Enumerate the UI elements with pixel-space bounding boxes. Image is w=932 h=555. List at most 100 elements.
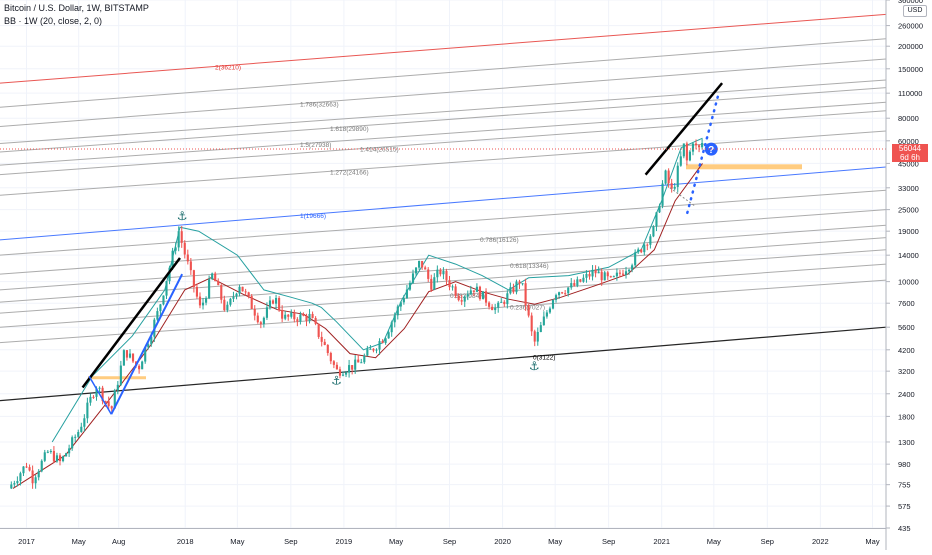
y-tick-label: 980: [898, 460, 911, 469]
candle-body: [594, 269, 597, 274]
fib-level-line: [0, 87, 887, 153]
candle-body: [201, 302, 205, 306]
candle-body: [497, 302, 500, 308]
candle-body: [296, 319, 299, 322]
candle-body: [86, 402, 89, 419]
candle-body: [445, 270, 448, 281]
candle-body: [351, 365, 354, 370]
y-tick-label: 3200: [898, 367, 915, 376]
candle-body: [676, 165, 679, 187]
x-tick-label: May: [72, 537, 86, 546]
candle-body: [49, 451, 52, 453]
candle-body: [348, 365, 351, 373]
candle-body: [612, 276, 615, 278]
fib-level-line: [0, 326, 887, 402]
trend-annotations: [88, 164, 802, 380]
candle-body: [618, 272, 622, 274]
candle-body: [484, 291, 488, 303]
candle-body: [488, 302, 491, 307]
candle-body: [338, 369, 342, 376]
x-tick-label: Sep: [443, 537, 456, 546]
y-tick-label: 150000: [898, 65, 923, 74]
candle-body: [281, 310, 284, 319]
x-tick-label: May: [865, 537, 879, 546]
dashed-guide: [669, 187, 696, 207]
candle-body: [530, 315, 533, 332]
y-tick-label: 7600: [898, 299, 915, 308]
candle-body: [162, 295, 165, 305]
candle-body: [74, 436, 77, 438]
candle-body: [518, 281, 521, 284]
candle-body: [131, 353, 135, 362]
y-tick-label: 575: [898, 502, 911, 511]
candle-body: [265, 307, 268, 318]
candle-body: [634, 252, 637, 266]
uptrend-line: [81, 257, 181, 389]
x-tick-label: May: [230, 537, 244, 546]
candle-body: [679, 156, 682, 166]
fib-level-line: [0, 166, 887, 241]
candle-body: [10, 484, 13, 489]
question-mark-label: ?: [708, 145, 714, 156]
candle-body: [43, 452, 46, 461]
fib-level-line: [0, 101, 887, 166]
y-tick-label: 25000: [898, 206, 919, 215]
bar-countdown-tag: 6d 6h: [892, 153, 928, 162]
candle-body: [524, 283, 527, 306]
x-tick-label: 2022: [812, 537, 829, 546]
y-tick-label: 435: [898, 524, 911, 533]
candle-body: [208, 279, 211, 299]
candle-body: [460, 300, 463, 302]
candle-body: [451, 286, 454, 288]
candle-body: [442, 270, 445, 275]
fib-level-line: [0, 263, 887, 328]
y-tick-label: 45000: [898, 159, 919, 168]
current-price-tag: 56044: [892, 144, 928, 153]
candle-body: [192, 270, 195, 287]
candle-body: [430, 278, 433, 290]
candle-body: [238, 286, 241, 294]
candle-body: [439, 269, 442, 275]
candle-body: [171, 250, 174, 268]
fib-level-label: 2(36210): [215, 64, 241, 71]
candle-body: [314, 318, 317, 324]
candle-body: [454, 286, 457, 297]
candle-body: [205, 298, 208, 303]
y-tick-label: 360000: [898, 0, 923, 5]
y-tick-label: 260000: [898, 22, 923, 31]
candle-body: [539, 325, 542, 332]
fib-level-label: 1.786(32663): [300, 102, 339, 109]
candle-body: [506, 293, 509, 305]
candle-body: [198, 296, 202, 306]
candle-body: [302, 314, 305, 316]
x-tick-label: Sep: [602, 537, 615, 546]
candle-body: [475, 286, 478, 292]
candle-body: [250, 296, 253, 309]
candle-body: [77, 432, 80, 437]
candle-body: [22, 466, 25, 474]
candle-body: [122, 350, 125, 366]
candle-body: [649, 236, 652, 245]
candle-body: [643, 244, 646, 253]
fibonacci-levels: 2(36210) 1.786(32663) 1.618(29890) 1.5(2793…: [0, 13, 887, 402]
candle-body: [165, 281, 168, 296]
candle-body: [637, 249, 640, 253]
currency-label[interactable]: USD: [903, 5, 927, 17]
fib-level-label: 1.618(29890): [330, 126, 369, 133]
fib-level-line: [0, 130, 887, 196]
y-tick-label: 1800: [898, 412, 915, 421]
candle-body: [503, 301, 506, 305]
candle-body: [92, 396, 95, 398]
candle-body: [393, 315, 396, 323]
fib-level-line: [0, 38, 887, 108]
candle-body: [168, 267, 171, 282]
fib-level-label: 0(3122): [533, 354, 555, 361]
candle-body: [621, 273, 625, 275]
candle-body: [427, 269, 430, 279]
y-tick-label: 110000: [898, 89, 922, 98]
trend-connector: [88, 375, 112, 415]
candle-body: [186, 254, 189, 262]
